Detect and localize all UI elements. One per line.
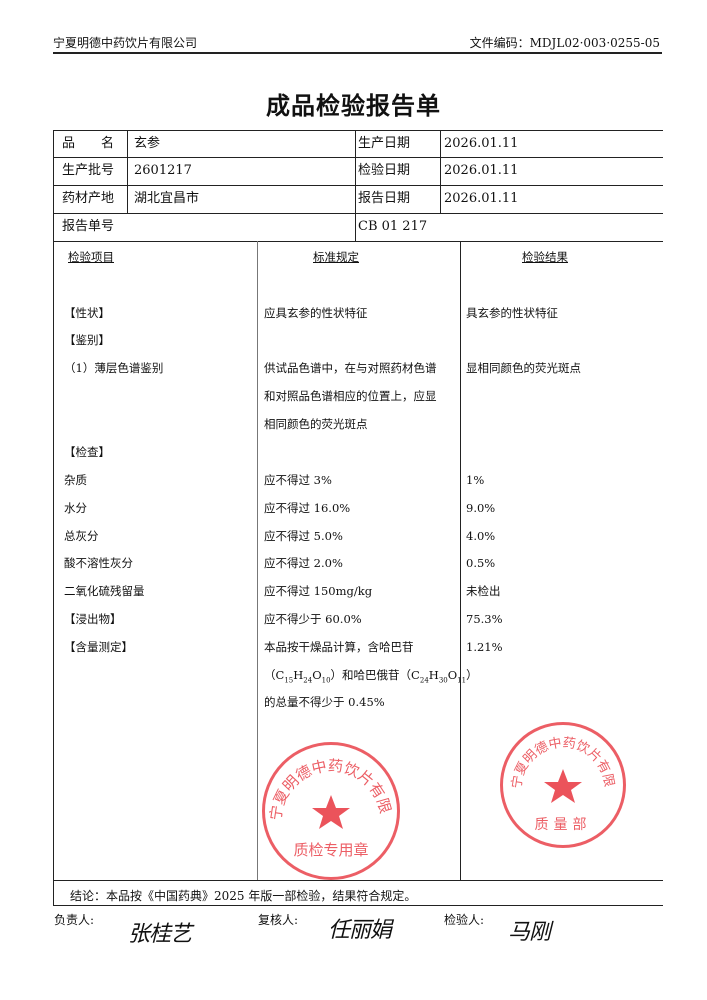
row-result: 1.21% xyxy=(466,640,503,654)
row-item: 【鉴别】 xyxy=(64,333,110,347)
column-header-result: 检验结果 xyxy=(522,250,568,264)
report-number: CB 01 217 xyxy=(358,219,428,234)
row-item: （1）薄层色谱鉴别 xyxy=(64,361,164,375)
document-code: 文件编码：MDJL02·003·0255-05 xyxy=(469,36,660,50)
row-standard: 应不得过 16.0% xyxy=(264,501,351,515)
conclusion: 结论：本品按《中国药典》2025 年版一部检验，结果符合规定。 xyxy=(70,889,417,903)
page-title: 成品检验报告单 xyxy=(266,91,441,120)
row-item: 【检查】 xyxy=(64,445,110,459)
assay-standard-line2: （C15H24O10）和哈巴俄苷（C24H30O11） xyxy=(264,668,478,685)
inspector-signature: 马刚 xyxy=(508,920,551,945)
row-standard: 和对照品色谱相应的位置上，应显 xyxy=(264,389,437,403)
report-date-label: 报告日期 xyxy=(358,191,411,206)
divider xyxy=(53,213,663,214)
row-standard: 应不得少于 60.0% xyxy=(264,612,362,626)
row-standard: 相同颜色的荧光斑点 xyxy=(264,417,368,431)
row-result: 9.0% xyxy=(466,501,496,515)
name-label: 品 名 xyxy=(62,136,115,151)
row-item: 酸不溶性灰分 xyxy=(64,556,133,570)
row-item: 【性状】 xyxy=(64,306,110,320)
divider xyxy=(53,185,663,186)
divider xyxy=(355,130,356,241)
quality-inspection-stamp: 宁夏明德中药饮片有限公司 质检专用章 xyxy=(262,742,400,880)
row-standard: 应不得过 5.0% xyxy=(264,529,343,543)
row-standard: 本品按干燥品计算，含哈巴苷 xyxy=(264,640,414,654)
assay-standard-line3: 的总量不得少于 0.45% xyxy=(264,695,385,709)
origin: 湖北宜昌市 xyxy=(134,191,200,206)
batch-label: 生产批号 xyxy=(62,163,115,178)
divider xyxy=(440,130,441,213)
row-result: 显相同颜色的荧光斑点 xyxy=(466,361,581,375)
column-header-standard: 标准规定 xyxy=(313,250,359,264)
origin-label: 药材产地 xyxy=(62,191,115,206)
responsible-signature: 张桂艺 xyxy=(128,922,192,947)
row-standard: 应不得过 2.0% xyxy=(264,556,343,570)
divider xyxy=(53,905,663,906)
stamp-star-icon: 宁夏明德中药饮片有限公司 质量部 xyxy=(503,725,616,833)
test-date: 2026.01.11 xyxy=(444,163,519,178)
quality-department-stamp: 宁夏明德中药饮片有限公司 质量部 xyxy=(500,722,626,848)
row-result: 0.5% xyxy=(466,556,496,570)
production-date-label: 生产日期 xyxy=(358,136,411,151)
production-date: 2026.01.11 xyxy=(444,136,519,151)
divider xyxy=(127,130,128,213)
divider xyxy=(53,157,663,158)
svg-text:质检专用章: 质检专用章 xyxy=(293,841,368,859)
row-standard: 供试品色谱中，在与对照药材色谱 xyxy=(264,361,437,375)
product-name: 玄参 xyxy=(134,136,161,151)
responsible-label: 负责人: xyxy=(54,913,95,927)
report-no-label: 报告单号 xyxy=(62,219,115,234)
row-standard: 应不得过 150mg/kg xyxy=(264,584,373,598)
svg-text:质量部: 质量部 xyxy=(535,817,592,833)
divider xyxy=(53,130,54,905)
row-standard: 应具玄参的性状特征 xyxy=(264,306,368,320)
reviewer-signature: 任丽娟 xyxy=(328,918,392,943)
row-item: 【浸出物】 xyxy=(64,612,122,626)
row-result: 75.3% xyxy=(466,612,503,626)
row-item: 二氧化硫残留量 xyxy=(64,584,145,598)
header-rule xyxy=(53,52,662,54)
row-result: 具玄参的性状特征 xyxy=(466,306,558,320)
column-header-item: 检验项目 xyxy=(68,250,114,264)
reviewer-label: 复核人: xyxy=(258,913,299,927)
company-name: 宁夏明德中药饮片有限公司 xyxy=(53,36,198,50)
row-result: 1% xyxy=(466,473,485,487)
batch-number: 2601217 xyxy=(134,163,192,178)
divider xyxy=(53,130,663,131)
divider xyxy=(257,241,258,880)
row-standard: 应不得过 3% xyxy=(264,473,332,487)
row-result: 4.0% xyxy=(466,529,496,543)
test-date-label: 检验日期 xyxy=(358,163,411,178)
row-result: 未检出 xyxy=(466,584,501,598)
row-item: 【含量测定】 xyxy=(64,640,133,654)
report-date: 2026.01.11 xyxy=(444,191,519,206)
divider xyxy=(53,241,663,242)
row-item: 总灰分 xyxy=(64,529,99,543)
stamp-star-icon: 宁夏明德中药饮片有限公司 质检专用章 xyxy=(265,745,395,859)
divider xyxy=(460,241,461,880)
row-item: 杂质 xyxy=(64,473,87,487)
row-item: 水分 xyxy=(64,501,87,515)
inspector-label: 检验人: xyxy=(444,913,485,927)
divider xyxy=(53,880,663,881)
